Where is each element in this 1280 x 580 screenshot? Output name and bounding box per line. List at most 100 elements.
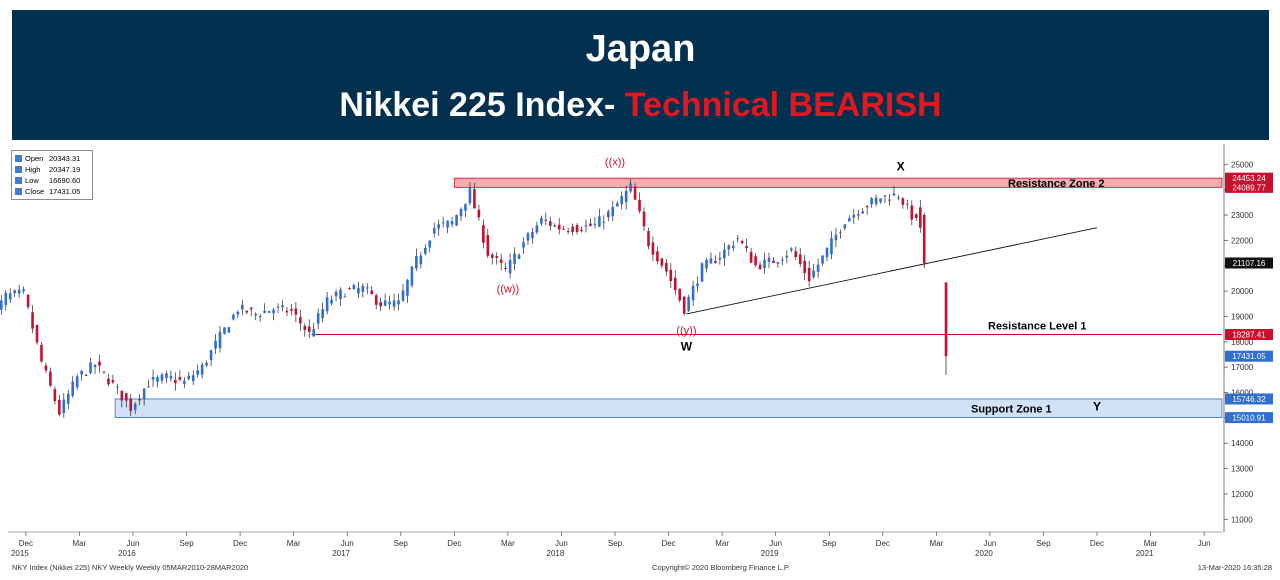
candle-body-8 — [26, 294, 30, 308]
candle-body-149 — [656, 251, 659, 262]
candle-body-191 — [843, 224, 847, 229]
candle-body-21 — [84, 374, 88, 376]
candle-body-139 — [611, 206, 615, 217]
level-label-0: Resistance Level 1 — [988, 321, 1086, 333]
candle-body-43 — [182, 380, 186, 384]
price-label-bg-5 — [1225, 393, 1273, 405]
candle-body-210 — [944, 282, 948, 357]
candle-body-37 — [156, 377, 159, 382]
wave-label-4: X — [897, 160, 905, 174]
candle-body-105 — [459, 208, 463, 217]
price-label-5: 15746.32 — [1232, 395, 1266, 404]
x-tick-label-2: Jun — [127, 539, 140, 548]
candle-body-86 — [374, 295, 378, 305]
y-tick-label-8: 19000 — [1231, 312, 1254, 321]
candle-body-104 — [455, 215, 458, 226]
x-tick-label-22: Jun — [1198, 539, 1211, 548]
candle-body-6 — [17, 289, 21, 294]
x-tick-label-14: Jun — [769, 539, 782, 548]
candle-body-131 — [575, 225, 579, 232]
y-tick-label-6: 17000 — [1231, 363, 1254, 372]
candle-body-133 — [584, 225, 588, 227]
price-label-0: 24453.24 — [1232, 174, 1266, 183]
wave-label-1: ((w)) — [497, 283, 520, 295]
candle-body-166 — [731, 245, 735, 248]
candle-body-148 — [651, 242, 655, 255]
candle-body-150 — [660, 258, 664, 266]
candle-body-81 — [352, 285, 356, 289]
ohlc-high: High 20347.19 — [15, 164, 89, 175]
x-tick-label-6: Jun — [341, 539, 354, 548]
candle-body-14 — [53, 389, 57, 402]
header-banner: Japan Nikkei 225 Index- Technical BEARIS… — [12, 10, 1269, 140]
candle-body-205 — [906, 203, 909, 205]
candle-body-141 — [620, 196, 623, 205]
candle-body-39 — [165, 373, 168, 379]
footer-source: NKY Index (Nikkei 225) NKY Weekly Weekly… — [12, 563, 249, 572]
candle-body-172 — [758, 264, 762, 270]
candle-body-126 — [553, 225, 557, 227]
x-tick-label-4: Dec — [233, 539, 247, 548]
x-tick-label-5: Mar — [287, 539, 301, 548]
wave-label-3: W — [681, 340, 693, 354]
page-title: Japan — [585, 28, 696, 70]
y-tick-label-0: 11000 — [1231, 515, 1253, 524]
candle-body-47 — [200, 364, 204, 375]
y-tick-label-7: 18000 — [1231, 338, 1254, 347]
x-year-label-18: 2020 — [975, 549, 993, 558]
page-subtitle: Nikkei 225 Index- Technical BEARISH — [12, 86, 1269, 125]
candle-body-200 — [883, 195, 887, 197]
candle-body-18 — [71, 381, 75, 396]
footer-timestamp: 13-Mar-2020 16:35:28 — [1197, 563, 1272, 572]
y-tick-label-2: 13000 — [1231, 465, 1254, 474]
candle-body-123 — [540, 217, 543, 224]
candle-body-63 — [272, 309, 275, 314]
price-label-3: 18287.41 — [1232, 331, 1266, 340]
candle-body-182 — [803, 260, 806, 273]
candle-body-197 — [870, 198, 873, 205]
x-tick-label-18: Jun — [983, 539, 996, 548]
candle-body-28 — [116, 386, 119, 388]
trendline — [686, 227, 1098, 315]
candle-body-97 — [424, 247, 427, 254]
candle-body-140 — [615, 203, 619, 207]
zone-0 — [453, 177, 1223, 188]
x-year-label-2: 2016 — [118, 549, 136, 558]
candle-body-136 — [598, 216, 601, 227]
candle-body-45 — [191, 375, 195, 382]
candle-body-180 — [794, 251, 798, 257]
x-year-label-10: 2018 — [547, 549, 565, 558]
x-tick-label-16: Dec — [876, 539, 890, 548]
candle-body-114 — [499, 259, 503, 263]
candle-body-32 — [133, 403, 137, 410]
x-tick-label-3: Sep — [179, 539, 194, 548]
candle-body-42 — [178, 377, 182, 380]
candle-body-203 — [897, 197, 900, 199]
candle-body-130 — [571, 226, 574, 233]
candle-body-82 — [357, 287, 360, 294]
candle-body-78 — [339, 289, 342, 300]
candle-body-103 — [450, 221, 454, 225]
candle-body-93 — [406, 279, 409, 296]
candle-body-68 — [294, 308, 298, 315]
candle-body-64 — [276, 306, 280, 308]
candle-body-209 — [922, 215, 926, 264]
ohlc-low: Low 16690.60 — [15, 175, 89, 186]
candle-body-110 — [482, 225, 485, 243]
x-tick-label-10: Jun — [555, 539, 568, 548]
candle-body-50 — [214, 340, 217, 349]
candle-body-10 — [35, 324, 39, 343]
candle-body-76 — [330, 299, 333, 304]
candle-body-16 — [62, 399, 66, 414]
candle-body-89 — [388, 301, 391, 305]
candle-body-138 — [607, 211, 610, 218]
candle-body-143 — [629, 183, 632, 192]
candle-body-87 — [379, 302, 382, 307]
candle-body-178 — [785, 255, 789, 258]
candle-body-187 — [825, 247, 829, 258]
x-tick-label-1: Mar — [73, 539, 87, 548]
candle-body-204 — [901, 198, 905, 205]
candle-body-106 — [464, 203, 467, 211]
candle-body-194 — [856, 214, 860, 216]
price-label-bg-6 — [1225, 412, 1273, 424]
